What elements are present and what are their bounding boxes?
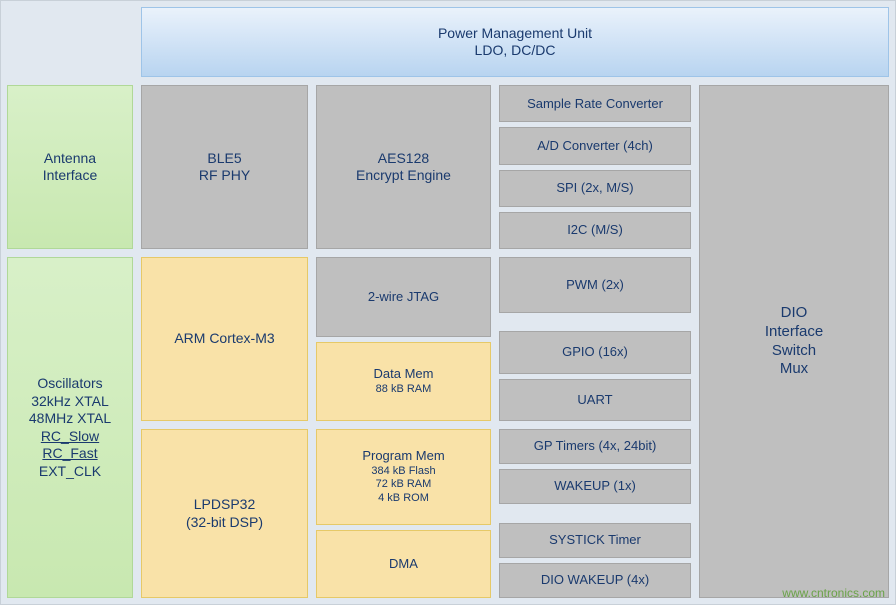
osc-line-4: EXT_CLK	[39, 463, 101, 481]
osc-line-1: 48MHz XTAL	[29, 410, 111, 428]
gpio-block: GPIO (16x)	[499, 331, 691, 373]
wakeup-block: WAKEUP (1x)	[499, 469, 691, 504]
osc-line-2: RC_Slow	[41, 428, 99, 446]
src-block: Sample Rate Converter	[499, 85, 691, 122]
diagram-container: Power Management Unit LDO, DC/DC Antenna…	[0, 0, 896, 605]
jtag-block: 2-wire JTAG	[316, 257, 491, 337]
dsp-block: LPDSP32 (32-bit DSP)	[141, 429, 308, 598]
adc-block: A/D Converter (4ch)	[499, 127, 691, 164]
watermark: www.cntronics.com	[782, 586, 885, 600]
col3-bot-stack: Program Mem 384 kB Flash 72 kB RAM 4 kB …	[316, 429, 491, 598]
prog-mem-block: Program Mem 384 kB Flash 72 kB RAM 4 kB …	[316, 429, 491, 525]
pwm-block: PWM (2x)	[499, 257, 691, 313]
col4-bot-a: GP Timers (4x, 24bit) WAKEUP (1x)	[499, 429, 691, 504]
power-mgmt-block: Power Management Unit LDO, DC/DC	[141, 7, 889, 77]
data-mem-block: Data Mem 88 kB RAM	[316, 342, 491, 422]
col4-mid-stack: PWM (2x) GPIO (16x) UART	[499, 257, 691, 421]
data-mem-sub: 88 kB RAM	[376, 383, 432, 397]
antenna-block: Antenna Interface	[7, 85, 133, 249]
col4-mid-a: PWM (2x)	[499, 257, 691, 313]
col4-mid-b: GPIO (16x) UART	[499, 331, 691, 421]
power-title: Power Management Unit	[438, 25, 592, 43]
prog-mem-title: Program Mem	[362, 448, 444, 464]
oscillators-block: Oscillators 32kHz XTAL 48MHz XTAL RC_Slo…	[7, 257, 133, 598]
prog-mem-sub3: 4 kB ROM	[378, 492, 429, 506]
osc-line-3: RC_Fast	[42, 445, 97, 463]
arm-block: ARM Cortex-M3	[141, 257, 308, 421]
i2c-block: I2C (M/S)	[499, 212, 691, 249]
dio-block: DIO Interface Switch Mux	[699, 85, 889, 598]
col4-bot-stack: GP Timers (4x, 24bit) WAKEUP (1x) SYSTIC…	[499, 429, 691, 598]
ble-block: BLE5 RF PHY	[141, 85, 308, 249]
col4-bot-b: SYSTICK Timer DIO WAKEUP (4x)	[499, 523, 691, 598]
spi-block: SPI (2x, M/S)	[499, 170, 691, 207]
uart-block: UART	[499, 379, 691, 421]
data-mem-title: Data Mem	[374, 366, 434, 382]
systick-block: SYSTICK Timer	[499, 523, 691, 558]
diowakeup-block: DIO WAKEUP (4x)	[499, 563, 691, 598]
prog-mem-sub2: 72 kB RAM	[376, 478, 432, 492]
dma-block: DMA	[316, 530, 491, 598]
osc-title: Oscillators	[37, 375, 102, 393]
col4-top-stack: Sample Rate Converter A/D Converter (4ch…	[499, 85, 691, 249]
diagram-grid: Power Management Unit LDO, DC/DC Antenna…	[7, 7, 889, 598]
gptimers-block: GP Timers (4x, 24bit)	[499, 429, 691, 464]
power-subtitle: LDO, DC/DC	[475, 42, 556, 60]
osc-line-0: 32kHz XTAL	[31, 393, 109, 411]
aes-block: AES128 Encrypt Engine	[316, 85, 491, 249]
col3-mid-stack: 2-wire JTAG Data Mem 88 kB RAM	[316, 257, 491, 421]
prog-mem-sub1: 384 kB Flash	[371, 465, 435, 479]
